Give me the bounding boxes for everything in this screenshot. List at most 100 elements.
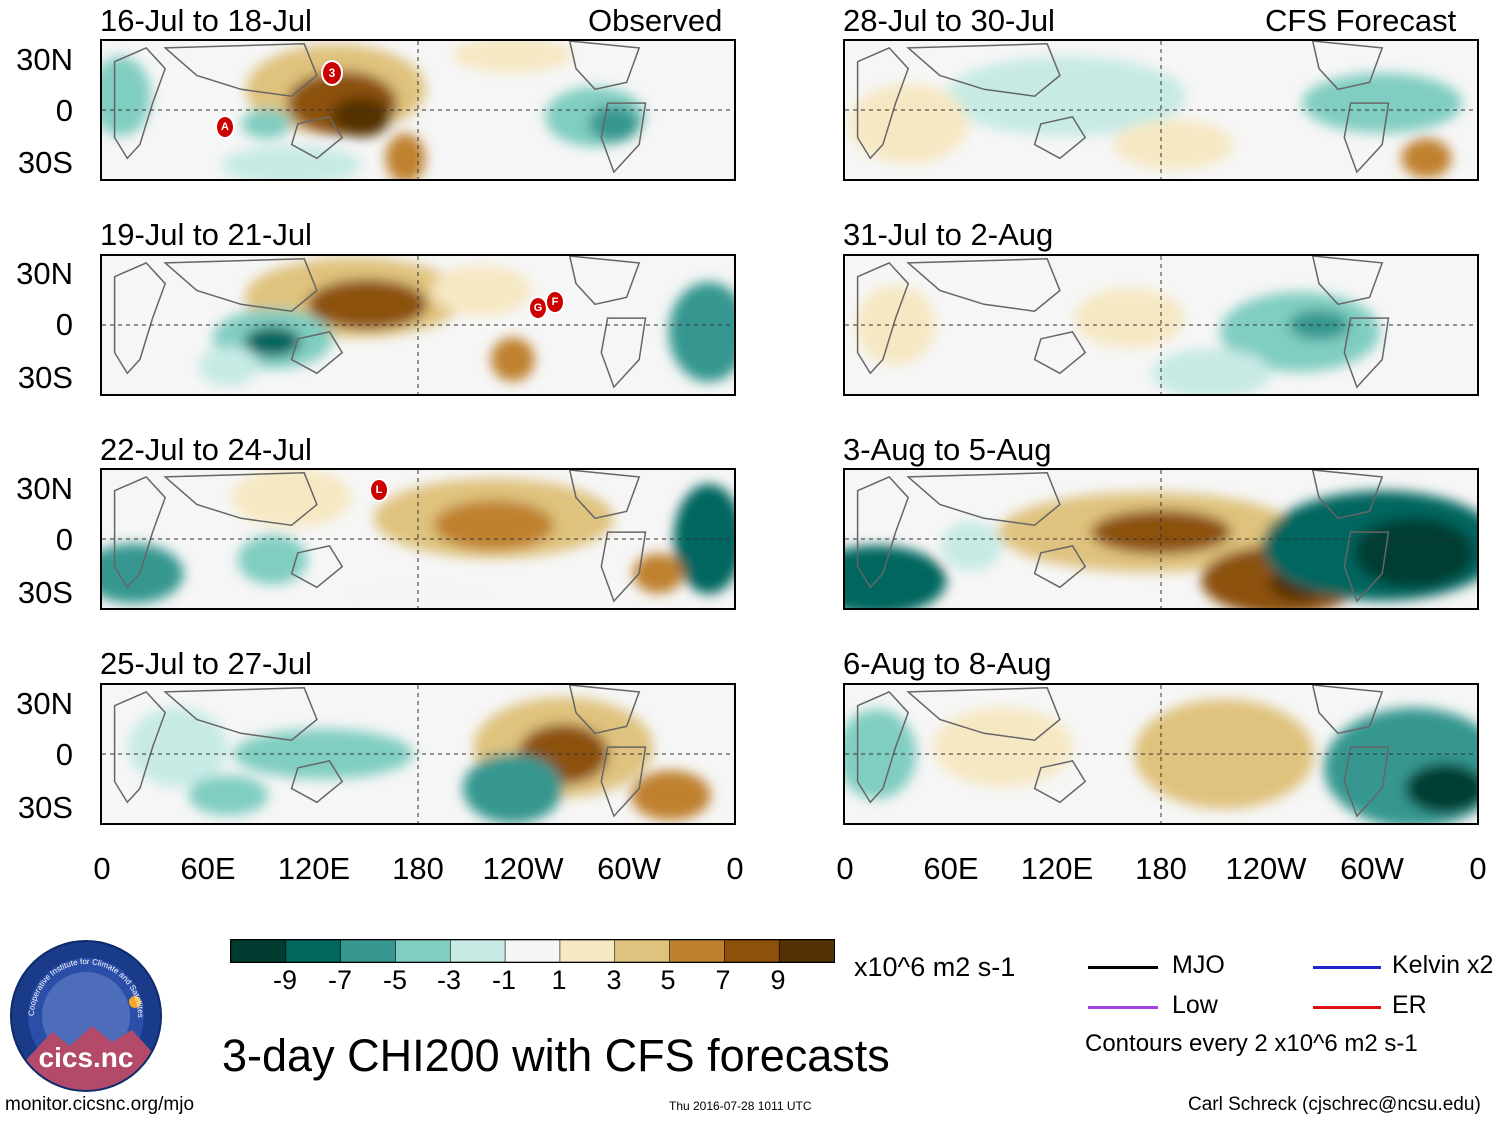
coastline xyxy=(163,687,318,741)
coastline xyxy=(906,687,1061,741)
anomaly-shading xyxy=(1401,138,1452,179)
coastline xyxy=(856,690,910,804)
anomaly-shading xyxy=(241,108,292,139)
footer-url[interactable]: monitor.cicsnc.org/mjo xyxy=(5,1094,195,1115)
coastline xyxy=(290,331,344,375)
colorbar-swatch xyxy=(340,939,397,963)
lon-label-120e: 120E xyxy=(1020,851,1094,886)
colorbar-tick-label: 1 xyxy=(551,965,567,995)
lon-label-0: 0 xyxy=(93,851,111,886)
anomaly-shading xyxy=(198,346,259,387)
anomaly-shading xyxy=(630,770,711,821)
footer-credit: Carl Schreck (cjschrec@ncsu.edu) xyxy=(1188,1094,1481,1115)
colorbar-tick-label: 5 xyxy=(660,965,676,995)
colorbar-tick-label: -1 xyxy=(491,965,516,995)
map-svg xyxy=(102,256,734,394)
anomaly-shading xyxy=(102,543,184,604)
coastline xyxy=(113,46,167,160)
coastline xyxy=(113,475,167,589)
colorbar-tick-label: -5 xyxy=(382,965,407,995)
anomaly-shading xyxy=(1405,763,1477,814)
anomaly-shading xyxy=(933,707,1073,788)
coastline xyxy=(1311,41,1384,91)
anomaly-shading xyxy=(433,500,554,551)
coastline xyxy=(1033,116,1087,160)
colorbar-svg xyxy=(230,939,835,963)
panel-title-left-1: 16-Jul to 18-Jul xyxy=(100,3,312,38)
logo-art: Cooperative Institute for Climate and Sa… xyxy=(26,957,152,1090)
map-svg xyxy=(845,256,1477,394)
lon-label-60e: 60E xyxy=(923,851,979,886)
coastline xyxy=(600,746,647,818)
storm-marker: 3 xyxy=(321,60,343,86)
storm-marker: F xyxy=(545,290,565,314)
lat-label-30n: 30N xyxy=(16,42,73,77)
lat-label-0: 0 xyxy=(55,307,73,342)
lon-label-60w: 60W xyxy=(1340,851,1404,886)
coastline xyxy=(568,470,641,520)
coastline xyxy=(1311,470,1384,520)
anomaly-shading xyxy=(941,520,1002,571)
coastline xyxy=(163,258,318,312)
coastline xyxy=(290,545,344,589)
legend-line-mjo xyxy=(1088,966,1158,969)
coastline xyxy=(1033,331,1087,375)
anomaly-shading xyxy=(490,337,535,382)
coastline xyxy=(856,261,910,375)
lon-label-180: 180 xyxy=(392,851,444,886)
legend-line-er xyxy=(1313,1006,1381,1009)
anomaly-shading xyxy=(331,96,392,137)
anomaly-shading xyxy=(102,56,151,137)
legend-line-kelvin xyxy=(1313,966,1381,969)
cics-logo: Cooperative Institute for Climate and Sa… xyxy=(10,940,162,1092)
main-title: 3-day CHI200 with CFS forecasts xyxy=(222,1030,890,1081)
colorbar-tick-label: 3 xyxy=(606,965,622,995)
lon-label-180: 180 xyxy=(1135,851,1187,886)
colorbar-swatch xyxy=(504,939,561,963)
panel-title-right-3: 3-Aug to 5-Aug xyxy=(843,432,1052,467)
panel-title-right-2: 31-Jul to 2-Aug xyxy=(843,217,1054,252)
anomaly-shading xyxy=(1151,348,1272,394)
panel-title-left-3: 22-Jul to 24-Jul xyxy=(100,432,312,467)
lon-label-60w: 60W xyxy=(597,851,661,886)
map-panel-right-2 xyxy=(843,254,1479,396)
coastline xyxy=(113,261,167,375)
anomaly-shading xyxy=(244,326,301,357)
lat-label-0: 0 xyxy=(55,93,73,128)
anomaly-shading xyxy=(307,279,428,330)
colorbar-tick-label: 7 xyxy=(715,965,731,995)
colorbar-units: x10^6 m2 s-1 xyxy=(854,952,1016,982)
anomaly-shading xyxy=(946,56,1187,137)
lat-label-0: 0 xyxy=(55,522,73,557)
storm-marker: A xyxy=(215,115,235,139)
colorbar-tick-label: -9 xyxy=(272,965,297,995)
legend-label-low: Low xyxy=(1172,991,1218,1019)
panel-title-right-1: 28-Jul to 30-Jul xyxy=(843,3,1055,38)
colorbar-swatch xyxy=(614,939,671,963)
coastline xyxy=(906,43,1061,97)
map-panel-right-1 xyxy=(843,39,1479,181)
colorbar xyxy=(230,939,835,963)
lat-label-30s: 30S xyxy=(17,360,73,395)
anomaly-shading xyxy=(221,145,362,179)
coastline xyxy=(1343,102,1390,174)
lat-label-30s: 30S xyxy=(17,790,73,825)
coastline xyxy=(1311,685,1384,735)
anomaly-shading xyxy=(848,83,969,164)
coastline xyxy=(600,531,647,603)
coastline xyxy=(906,258,1061,312)
map-panel-left-4 xyxy=(100,683,736,825)
coastline xyxy=(290,760,344,804)
logo-text: cics.nc xyxy=(38,1042,134,1073)
coastline xyxy=(906,472,1061,526)
coastline xyxy=(856,475,910,589)
lon-label-120w: 120W xyxy=(1225,851,1307,886)
coastline xyxy=(1343,317,1390,389)
anomaly-shading xyxy=(668,281,734,382)
anomaly-shading xyxy=(845,545,947,608)
logo-sun xyxy=(129,996,141,1008)
anomaly-shading xyxy=(188,775,269,816)
coastline xyxy=(856,46,910,160)
map-svg xyxy=(102,470,734,608)
coastline xyxy=(290,116,344,160)
